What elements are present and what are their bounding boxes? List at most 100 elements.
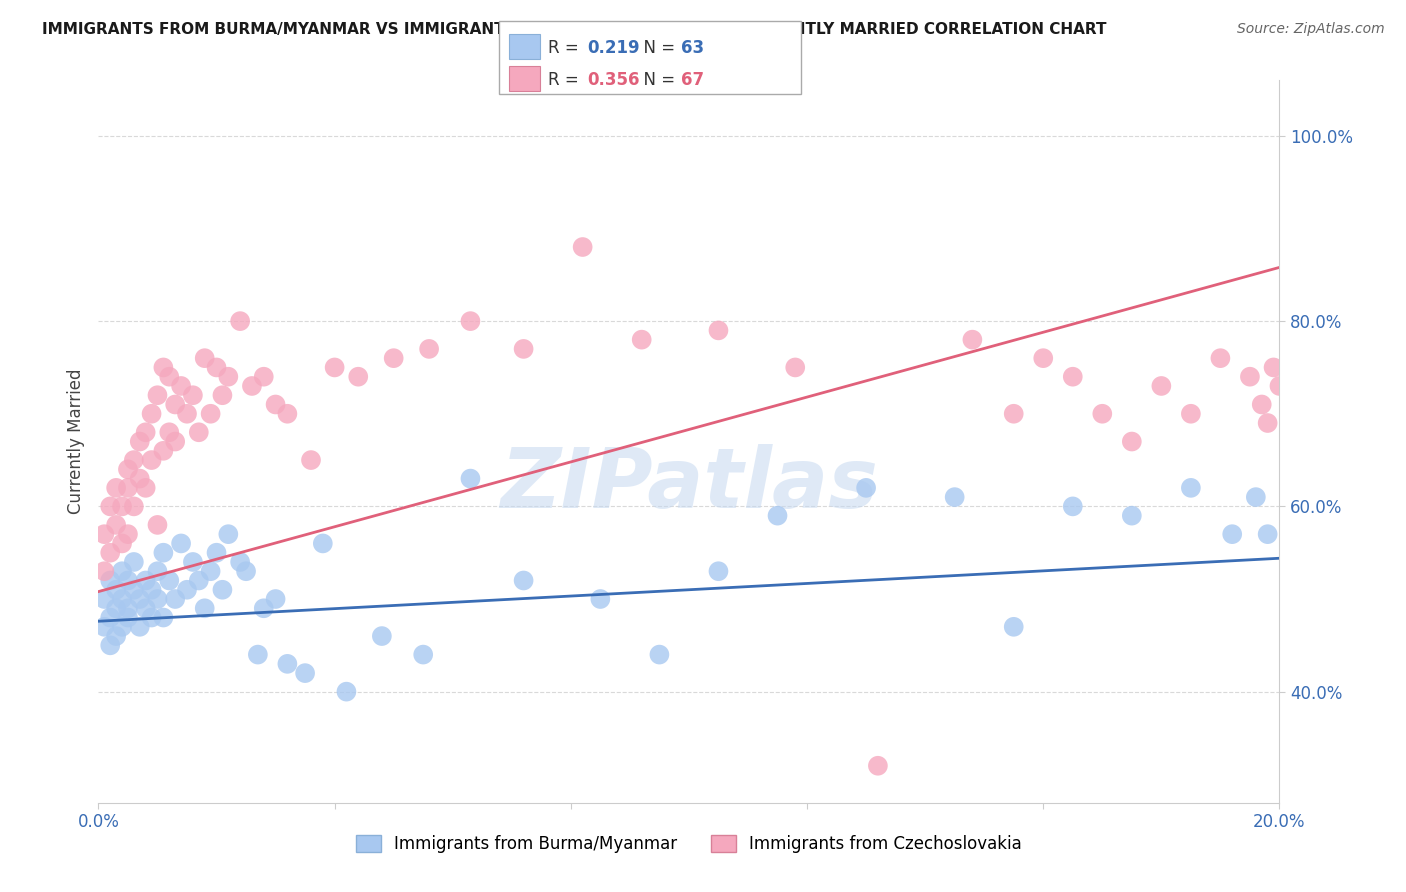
- Legend: Immigrants from Burma/Myanmar, Immigrants from Czechoslovakia: Immigrants from Burma/Myanmar, Immigrant…: [349, 828, 1029, 860]
- Point: [205, 360, 228, 375]
- Point: [105, 629, 128, 643]
- Text: 0.219: 0.219: [588, 39, 640, 57]
- Point: [176, 582, 198, 597]
- Point: [276, 407, 298, 421]
- Text: N =: N =: [633, 71, 681, 89]
- Point: [211, 388, 233, 402]
- Point: [122, 500, 145, 514]
- Point: [141, 610, 163, 624]
- Point: [1150, 379, 1173, 393]
- Point: [111, 620, 134, 634]
- Point: [571, 240, 593, 254]
- Point: [1121, 508, 1143, 523]
- Text: N =: N =: [633, 39, 681, 57]
- Point: [141, 453, 163, 467]
- Point: [194, 601, 217, 615]
- Point: [187, 574, 209, 588]
- Text: IMMIGRANTS FROM BURMA/MYANMAR VS IMMIGRANTS FROM CZECHOSLOVAKIA CURRENTLY MARRIE: IMMIGRANTS FROM BURMA/MYANMAR VS IMMIGRA…: [42, 22, 1107, 37]
- Point: [1002, 407, 1025, 421]
- Point: [187, 425, 209, 440]
- Point: [93, 564, 115, 578]
- Point: [141, 582, 163, 597]
- Point: [460, 314, 482, 328]
- Point: [1244, 490, 1267, 504]
- Point: [1268, 379, 1291, 393]
- Point: [512, 342, 534, 356]
- Point: [128, 592, 150, 607]
- Point: [323, 360, 346, 375]
- Point: [1091, 407, 1114, 421]
- Point: [93, 620, 115, 634]
- Point: [98, 546, 121, 560]
- Point: [240, 379, 263, 393]
- Point: [264, 592, 287, 607]
- Point: [276, 657, 298, 671]
- Point: [117, 462, 139, 476]
- Point: [707, 564, 730, 578]
- Point: [157, 425, 180, 440]
- Point: [135, 601, 157, 615]
- Point: [165, 434, 187, 449]
- Point: [135, 574, 157, 588]
- Point: [855, 481, 877, 495]
- Point: [200, 407, 222, 421]
- Point: [866, 758, 889, 772]
- Point: [1032, 351, 1054, 366]
- Point: [1209, 351, 1232, 366]
- Point: [229, 314, 252, 328]
- Text: R =: R =: [548, 71, 585, 89]
- Text: 0.356: 0.356: [588, 71, 640, 89]
- Point: [111, 500, 134, 514]
- Point: [122, 453, 145, 467]
- Point: [785, 360, 807, 375]
- Point: [111, 592, 134, 607]
- Point: [264, 397, 287, 411]
- Point: [1263, 360, 1285, 375]
- Point: [1062, 369, 1084, 384]
- Point: [347, 369, 370, 384]
- Point: [460, 472, 482, 486]
- Point: [117, 481, 139, 495]
- Point: [1250, 397, 1272, 411]
- Point: [589, 592, 612, 607]
- Point: [1257, 527, 1279, 541]
- Point: [152, 546, 174, 560]
- Point: [962, 333, 984, 347]
- Point: [412, 648, 434, 662]
- Point: [1180, 481, 1202, 495]
- Point: [1121, 434, 1143, 449]
- Point: [152, 360, 174, 375]
- Point: [146, 592, 169, 607]
- Point: [217, 369, 239, 384]
- Point: [157, 369, 180, 384]
- Point: [117, 574, 139, 588]
- Text: R =: R =: [548, 39, 585, 57]
- Point: [105, 481, 128, 495]
- Point: [181, 555, 204, 569]
- Point: [253, 601, 276, 615]
- Point: [371, 629, 394, 643]
- Point: [93, 527, 115, 541]
- Point: [648, 648, 671, 662]
- Point: [135, 425, 157, 440]
- Point: [165, 397, 187, 411]
- Text: 63: 63: [681, 39, 703, 57]
- Point: [943, 490, 966, 504]
- Point: [146, 517, 169, 532]
- Point: [128, 620, 150, 634]
- Point: [181, 388, 204, 402]
- Point: [141, 407, 163, 421]
- Point: [152, 443, 174, 458]
- Point: [194, 351, 217, 366]
- Point: [229, 555, 252, 569]
- Point: [117, 527, 139, 541]
- Text: Source: ZipAtlas.com: Source: ZipAtlas.com: [1237, 22, 1385, 37]
- Point: [217, 527, 239, 541]
- Point: [117, 610, 139, 624]
- Point: [111, 536, 134, 550]
- Point: [512, 574, 534, 588]
- Point: [165, 592, 187, 607]
- Point: [105, 582, 128, 597]
- Point: [98, 500, 121, 514]
- Point: [253, 369, 276, 384]
